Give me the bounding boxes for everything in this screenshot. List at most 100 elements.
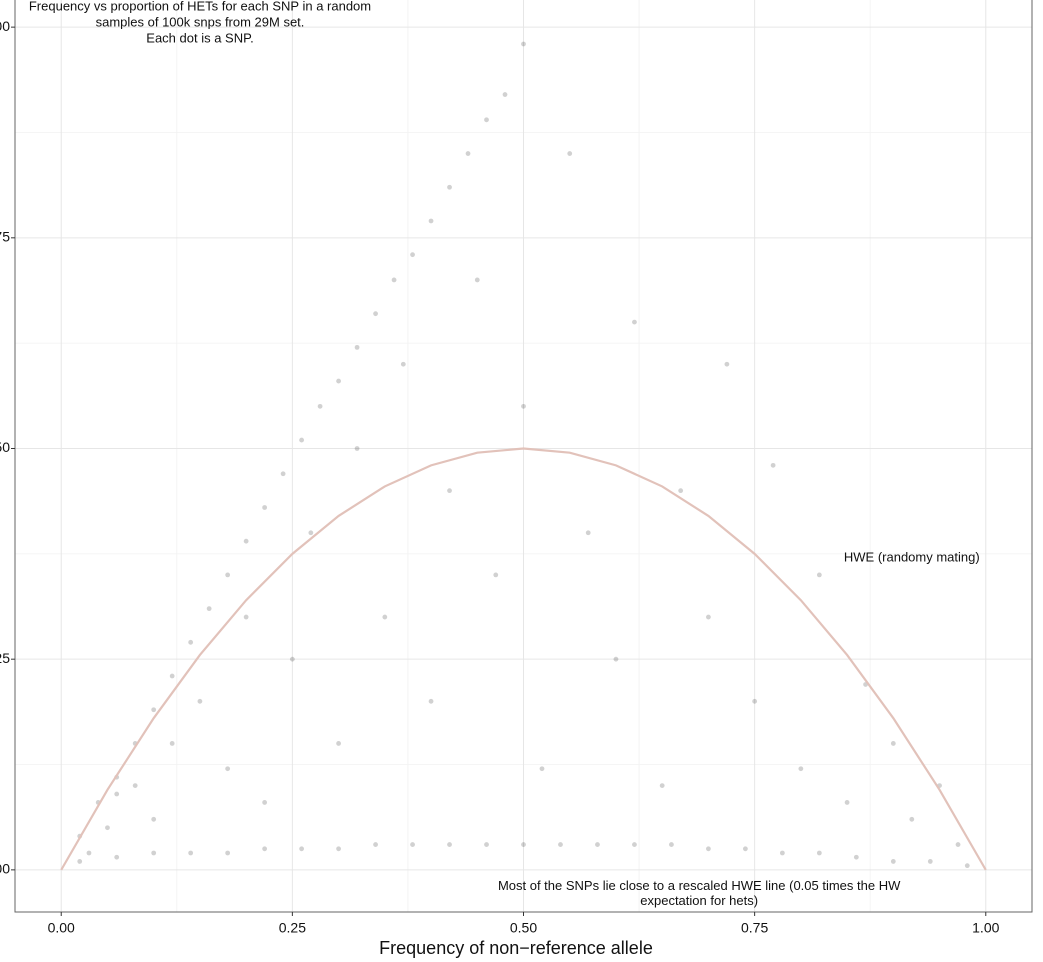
snp-point [595, 842, 600, 847]
snp-point [484, 117, 489, 123]
chart-title: Frequency vs proportion of HETs for each… [29, 0, 371, 13]
snp-point [853, 854, 859, 860]
y-tick-label: 0.25 [0, 650, 10, 666]
snp-point [336, 846, 341, 852]
snp-point [169, 673, 175, 679]
snp-point [770, 462, 776, 468]
snp-point [299, 846, 305, 852]
snp-point [521, 41, 526, 47]
snp-point [706, 614, 711, 620]
snp-point [558, 842, 563, 847]
snp-point [336, 741, 341, 746]
snp-point [816, 572, 822, 578]
snp-point [964, 863, 970, 869]
y-tick-label: 0.00 [0, 861, 10, 877]
snp-point [114, 791, 120, 797]
snp-point [299, 437, 305, 443]
snp-point [585, 530, 591, 536]
snp-point [373, 842, 378, 847]
snp-point [669, 842, 674, 847]
y-tick-label: 1.00 [0, 18, 10, 34]
snp-point [382, 614, 388, 620]
snp-point [447, 184, 452, 190]
snp-point [317, 403, 323, 409]
snp-point [909, 816, 915, 822]
snp-point [613, 656, 619, 662]
snp-point [890, 859, 896, 864]
snp-point [779, 850, 785, 856]
snp-point [354, 446, 360, 451]
chart-title: samples of 100k snps from 29M set. [96, 14, 305, 29]
snp-point [521, 403, 526, 409]
snp-point [243, 614, 249, 620]
snp-point [927, 859, 933, 864]
snp-point [336, 378, 341, 384]
snp-point [400, 361, 406, 367]
snp-point [391, 277, 397, 283]
snp-point [798, 766, 804, 772]
snp-point [632, 319, 637, 325]
snp-point [539, 766, 545, 772]
snp-point [105, 825, 110, 831]
annotation: expectation for hets) [640, 893, 758, 908]
y-tick-label: 0.50 [0, 439, 10, 455]
hwe-line [60, 447, 987, 871]
x-tick-label: 0.50 [510, 920, 537, 936]
x-axis-label: Frequency of non−reference allele [379, 938, 653, 958]
snp-point [955, 842, 961, 847]
snp-point [262, 846, 268, 852]
snp-point [724, 361, 730, 367]
snp-point [567, 151, 573, 156]
snp-point [169, 741, 175, 746]
snp-point [502, 92, 508, 97]
snp-point [447, 842, 452, 847]
snp-point [225, 766, 231, 772]
snp-point [632, 842, 637, 847]
snp-point [428, 218, 434, 224]
snp-point [280, 471, 286, 477]
snp-point [262, 800, 268, 805]
y-tick-label: 0.75 [0, 229, 10, 245]
snp-point [816, 850, 822, 856]
snp-point [151, 850, 157, 856]
snp-point [428, 698, 434, 704]
x-tick-label: 0.75 [741, 920, 768, 936]
snp-point [188, 639, 194, 645]
snp-point [678, 488, 684, 494]
snp-point [521, 842, 526, 847]
snp-point [114, 854, 120, 860]
snp-point [410, 842, 415, 847]
snp-point [206, 606, 212, 612]
snp-point [86, 850, 92, 856]
snp-point [77, 859, 83, 864]
snp-point [474, 277, 480, 283]
snp-point [410, 252, 415, 258]
snp-point [484, 842, 489, 847]
snp-point [197, 698, 203, 704]
snp-point [373, 311, 378, 317]
snp-point [151, 707, 157, 713]
snp-point [225, 850, 231, 856]
snp-point [890, 741, 896, 746]
annotation: Most of the SNPs lie close to a rescaled… [498, 878, 901, 893]
snp-point [188, 850, 194, 856]
snp-point [493, 572, 499, 578]
x-tick-label: 1.00 [972, 920, 999, 936]
snp-point [465, 151, 471, 156]
snp-point [243, 538, 249, 544]
snp-point [844, 800, 850, 805]
snp-point [289, 656, 295, 662]
snp-point [447, 488, 452, 494]
snp-point [262, 505, 268, 510]
chart-title: Each dot is a SNP. [146, 30, 253, 45]
x-tick-label: 0.00 [48, 920, 75, 936]
snp-point [706, 846, 711, 852]
snp-point [752, 698, 758, 704]
x-tick-label: 0.25 [279, 920, 306, 936]
snp-point [742, 846, 748, 852]
annotation: HWE (randomy mating) [844, 549, 980, 564]
snp-point [151, 816, 157, 822]
snp-point [659, 783, 665, 788]
